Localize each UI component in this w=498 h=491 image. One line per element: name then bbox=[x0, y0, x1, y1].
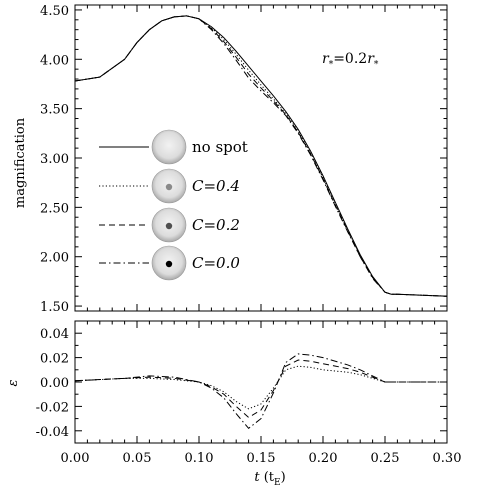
top-y-tick-label: 4.00 bbox=[40, 53, 69, 68]
legend-star-spot bbox=[165, 183, 173, 191]
legend-star-spot bbox=[165, 260, 173, 268]
y-axis-label-epsilon: ε bbox=[6, 379, 21, 386]
legend-label: C=0.0 bbox=[192, 254, 240, 272]
legend-label: C=0.4 bbox=[192, 177, 240, 195]
series-line-solid bbox=[74, 15, 448, 297]
bottom-x-tick-label: 0.10 bbox=[185, 451, 214, 466]
bottom-x-tick-label: 0.15 bbox=[247, 451, 276, 466]
bottom-y-ticks: -0.04 -0.02 0.00 0.02 0.04 bbox=[36, 327, 447, 440]
y-axis-label-magnification: magnification bbox=[13, 117, 28, 208]
top-y-ticks: 1.50 2.00 2.50 3.00 3.50 4.00 4.50 bbox=[40, 4, 447, 315]
bottom-y-tick-label: -0.04 bbox=[36, 425, 69, 440]
legend-star-disk bbox=[151, 129, 187, 165]
series-line-dashdot bbox=[74, 15, 448, 297]
legend-label: C=0.2 bbox=[192, 216, 240, 234]
top-y-tick-label: 3.00 bbox=[40, 152, 69, 167]
legend: no spot C=0.4 C=0.2 C=0.0 bbox=[99, 129, 248, 281]
top-y-tick-label: 2.50 bbox=[40, 201, 69, 216]
top-y-tick-label: 1.50 bbox=[40, 300, 69, 315]
radius-annotation: r*=0.2r* bbox=[322, 51, 379, 70]
bottom-x-ticks: 0.00 0.05 0.10 0.15 0.20 0.25 0.30 bbox=[61, 321, 462, 466]
magnification-panel: 1.50 2.00 2.50 3.00 3.50 4.00 4.50 magnificati… bbox=[13, 4, 448, 315]
legend-star-spot bbox=[165, 222, 173, 230]
series-line-dotted bbox=[74, 15, 448, 297]
epsilon-line-dotted bbox=[74, 365, 447, 410]
bottom-y-tick-label: -0.02 bbox=[36, 400, 69, 415]
magnification-series bbox=[74, 15, 448, 297]
epsilon-panel: -0.04-0.020.000.020.04 0.00 0.05 0.10 0.15 0… bbox=[6, 320, 462, 488]
x-axis-label: t (tE) bbox=[254, 470, 285, 488]
bottom-x-tick-label: 0.30 bbox=[433, 451, 462, 466]
epsilon-line-dashdot bbox=[74, 353, 447, 430]
bottom-x-tick-label: 0.25 bbox=[371, 451, 400, 466]
top-y-tick-label: 2.00 bbox=[40, 251, 69, 266]
epsilon-line-dashed bbox=[74, 359, 447, 418]
epsilon-series bbox=[74, 353, 447, 430]
bottom-x-tick-label: 0.05 bbox=[123, 451, 152, 466]
series-line-dashed bbox=[74, 15, 448, 297]
top-y-tick-label: 4.50 bbox=[40, 4, 69, 19]
top-y-tick-label: 3.50 bbox=[40, 103, 69, 118]
bottom-y-tick-label: 0.02 bbox=[40, 352, 69, 367]
bottom-x-tick-label: 0.20 bbox=[309, 451, 338, 466]
bottom-x-tick-label: 0.00 bbox=[61, 451, 90, 466]
bottom-y-tick-label: 0.04 bbox=[40, 327, 69, 342]
bottom-y-tick-label: 0.00 bbox=[40, 376, 69, 391]
legend-label: no spot bbox=[192, 138, 248, 156]
top-x-ticks bbox=[74, 5, 448, 311]
